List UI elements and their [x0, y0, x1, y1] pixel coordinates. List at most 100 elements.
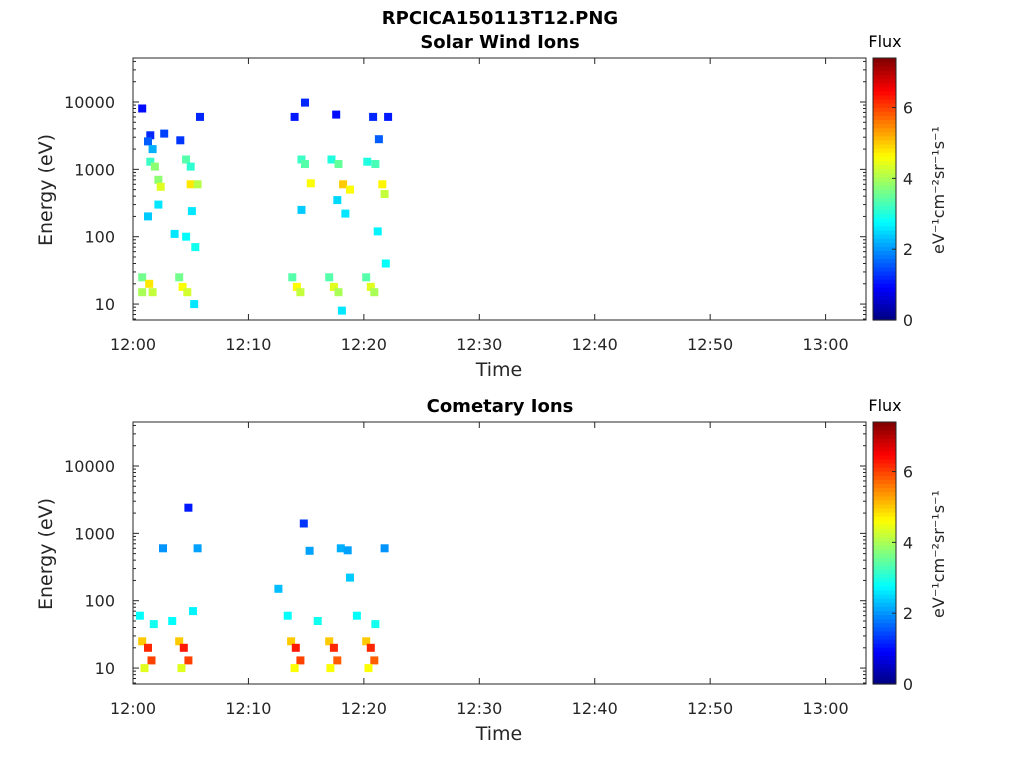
colorbar-segment: [873, 221, 896, 227]
spectrogram-cell: [138, 637, 147, 646]
colorbar-segment: [873, 606, 896, 611]
spectrogram-cell: [291, 643, 300, 652]
panel-title: Solar Wind Ions: [420, 32, 579, 53]
spectrogram-cell: [193, 544, 202, 553]
colorbar-segment: [873, 303, 896, 309]
spectrogram-cell: [370, 656, 379, 665]
x-tick-label: 12:00: [110, 335, 156, 354]
colorbar-frame: [872, 421, 897, 685]
colorbar-segment: [873, 164, 896, 170]
colorbar-segment: [873, 254, 896, 260]
x-tick-label: 12:20: [341, 335, 387, 354]
spectrogram-cell: [297, 205, 306, 214]
colorbar-segment: [873, 103, 896, 108]
spectrogram-cell: [305, 546, 314, 555]
x-axis-label: Time: [475, 723, 523, 745]
spectrogram-cell: [290, 112, 299, 121]
colorbar-segment: [873, 643, 896, 648]
x-tick-label: 12:10: [225, 335, 271, 354]
y-axis: 10 100 1000 10000: [64, 424, 866, 684]
x-tick-label: 12:50: [687, 335, 733, 354]
colorbar-segment: [873, 548, 896, 554]
colorbar-segment: [873, 197, 896, 202]
colorbar-segment: [873, 430, 896, 435]
colorbar-segment: [873, 152, 896, 157]
spectrogram-cell: [296, 656, 305, 665]
colorbar-segment: [873, 438, 896, 444]
colorbar-segment: [873, 581, 896, 587]
spectrogram-cell: [301, 98, 309, 107]
colorbar-segment: [873, 213, 896, 219]
colorbar-segment: [873, 610, 896, 615]
colorbar-segment: [873, 176, 896, 182]
colorbar-segment: [873, 667, 896, 673]
spectrogram-cell: [288, 273, 297, 282]
spectrogram-cell: [329, 282, 338, 291]
spectrogram-cell: [148, 288, 157, 297]
colorbar-segment: [873, 622, 896, 628]
spectrogram-cell: [144, 137, 152, 146]
colorbar-segment: [873, 679, 896, 685]
x-tick-label: 12:10: [225, 699, 271, 718]
spectrogram-cell: [337, 306, 346, 315]
colorbar-segment: [873, 507, 896, 513]
spectrogram-cell: [384, 112, 393, 121]
spectrogram-cell: [184, 656, 193, 665]
colorbar-segment: [873, 148, 896, 153]
spectrogram-cell: [179, 643, 188, 652]
colorbar-segment: [873, 217, 896, 223]
colorbar-segment: [873, 246, 896, 251]
colorbar-segment: [873, 487, 896, 493]
spectrogram-cell: [373, 227, 382, 236]
y-tick-label: 100: [84, 228, 115, 247]
colorbar-tick-label: 2: [903, 604, 913, 623]
spectrogram-cell: [362, 273, 371, 282]
colorbar-segment: [873, 229, 896, 235]
colorbar-segment: [873, 634, 896, 640]
colorbar-segment: [873, 131, 896, 137]
spectrogram-cell: [296, 288, 305, 297]
colorbar-segment: [873, 499, 896, 505]
spectrogram-cell: [371, 160, 380, 168]
spectrogram-cell: [150, 162, 159, 171]
spectrogram-cell: [362, 637, 371, 646]
colorbar-segment: [873, 291, 896, 297]
colorbar-segment: [873, 450, 896, 456]
spectrogram-cell: [145, 279, 154, 288]
spectrogram-cell: [196, 112, 204, 121]
spectrogram-cell: [149, 620, 158, 629]
colorbar-segment: [873, 287, 896, 292]
spectrogram-cell: [135, 611, 144, 620]
colorbar-segment: [873, 462, 896, 468]
colorbar: 0 2 4 6: [872, 421, 913, 694]
spectrogram-cell: [380, 190, 389, 198]
colorbar-title: Flux: [868, 32, 901, 51]
colorbar-unit-label: eV⁻¹cm⁻²sr⁻¹s⁻¹: [929, 126, 948, 254]
spectrogram-cell: [189, 607, 197, 616]
spectrogram-cell: [336, 544, 345, 553]
colorbar-segment: [873, 193, 896, 198]
spectrogram-cell: [186, 180, 195, 189]
spectrogram-cell: [332, 110, 341, 119]
colorbar-segment: [873, 168, 896, 174]
spectrogram-cell: [182, 232, 191, 241]
spectrogram-cell: [374, 135, 383, 144]
spectrogram-cell: [333, 656, 342, 665]
colorbar-segment: [873, 553, 896, 558]
figure-title: RPCICA150113T12.PNG: [382, 8, 618, 29]
colorbar-segment: [873, 647, 896, 652]
spectrogram-cell: [146, 157, 155, 166]
colorbar-segment: [873, 593, 896, 599]
spectrogram-cell: [378, 180, 387, 189]
spectrogram-cell: [138, 273, 147, 282]
x-tick-label: 13:00: [803, 335, 849, 354]
spectrogram-cell: [333, 196, 342, 205]
x-tick-label: 12:30: [456, 699, 502, 718]
spectrogram-cell: [176, 136, 185, 145]
colorbar-segment: [873, 172, 896, 178]
colorbar-segment: [873, 569, 896, 575]
colorbar-segment: [873, 111, 896, 116]
spectrogram-cells: [135, 503, 389, 673]
spectrogram-cell: [290, 664, 299, 673]
spectrogram-cell: [154, 175, 163, 184]
